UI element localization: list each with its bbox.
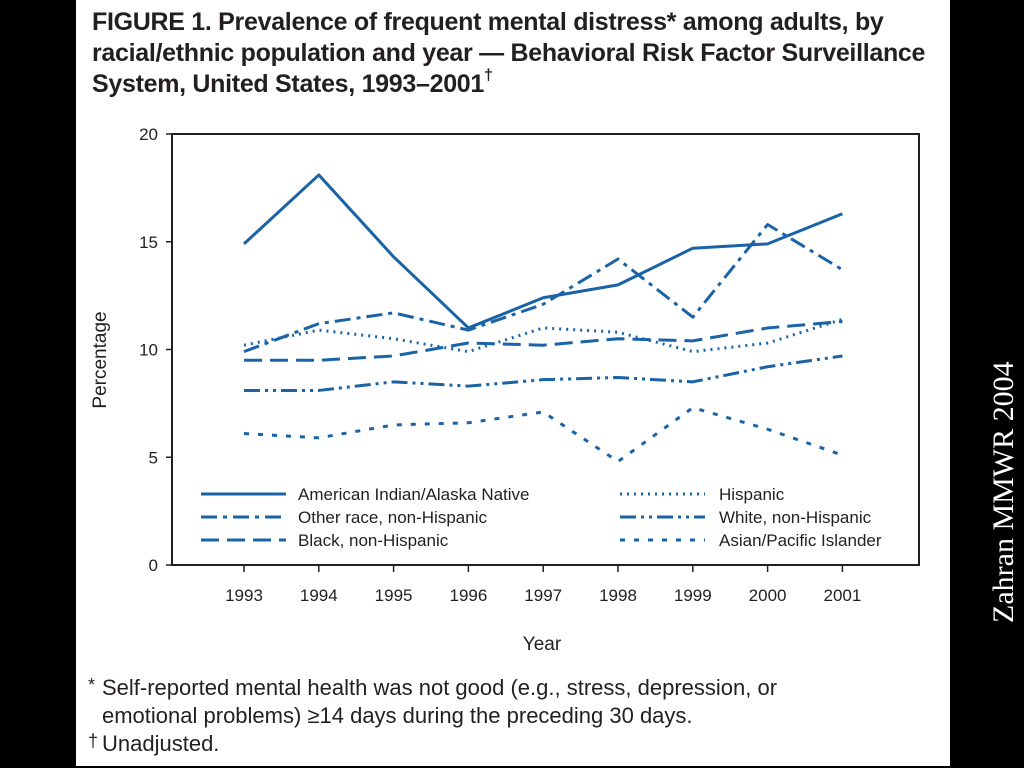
footnote-dagger: † Unadjusted.	[84, 730, 934, 758]
credit-label: Zahran MMWR 2004	[987, 361, 1020, 623]
legend-label: Other race, non-Hispanic	[298, 508, 487, 527]
series-line	[244, 319, 843, 362]
x-tick-label: 1993	[225, 586, 263, 605]
footnote-mark: *	[88, 675, 96, 695]
x-tick-label: 1994	[300, 586, 338, 605]
y-axis-label: Percentage	[90, 311, 111, 408]
legend-label: American Indian/Alaska Native	[298, 485, 530, 504]
x-tick-label: 1995	[375, 586, 413, 605]
footnote-line: emotional problems) ≥14 days during the …	[102, 703, 693, 728]
figure-title-text: FIGURE 1. Prevalence of frequent mental …	[92, 8, 926, 98]
series-line	[244, 354, 843, 392]
plot-border	[171, 133, 920, 566]
series-line	[243, 406, 843, 464]
footnote-line: Unadjusted.	[102, 731, 220, 756]
y-axis: 0 5 10 15 20	[139, 125, 172, 575]
figure-title-dagger: †	[484, 67, 493, 84]
footnote-line: Self-reported mental health was not good…	[102, 675, 778, 700]
figure-panel: FIGURE 1. Prevalence of frequent mental …	[76, 0, 950, 766]
plot-frame	[171, 133, 920, 566]
series-lines	[242, 173, 844, 464]
series-line	[242, 173, 843, 330]
x-tick-label: 1999	[674, 586, 712, 605]
y-tick-label: 20	[139, 125, 158, 144]
series-line	[243, 317, 843, 354]
legend-label: Asian/Pacific Islander	[719, 531, 882, 550]
x-tick-label: 1997	[524, 586, 562, 605]
x-axis: 1993 1994 1995 1996 1997 1998 1999 2000 2001	[225, 565, 861, 605]
legend-label: Black, non-Hispanic	[298, 531, 449, 550]
x-tick-label: 1996	[449, 586, 487, 605]
legend-label: White, non-Hispanic	[719, 508, 872, 527]
footnotes: * Self-reported mental health was not go…	[84, 674, 934, 758]
y-tick-label: 5	[149, 448, 158, 467]
line-chart: 0 5 10 15 20 1993 1994 1995 1996 1997 1998 1999 200…	[90, 125, 920, 655]
footnote-mark: †	[88, 731, 99, 751]
y-tick-label: 10	[139, 341, 158, 360]
x-tick-label: 2001	[823, 586, 861, 605]
y-tick-label: 0	[149, 556, 158, 575]
legend-label: Hispanic	[719, 485, 785, 504]
x-axis-label: Year	[523, 634, 562, 655]
x-tick-label: 1998	[599, 586, 637, 605]
y-tick-label: 15	[139, 233, 158, 252]
legend: American Indian/Alaska Native Other race,…	[201, 485, 882, 550]
x-tick-label: 2000	[749, 586, 787, 605]
footnote-asterisk: * Self-reported mental health was not go…	[84, 674, 934, 730]
series-line	[243, 223, 844, 354]
figure-title: FIGURE 1. Prevalence of frequent mental …	[92, 7, 942, 100]
